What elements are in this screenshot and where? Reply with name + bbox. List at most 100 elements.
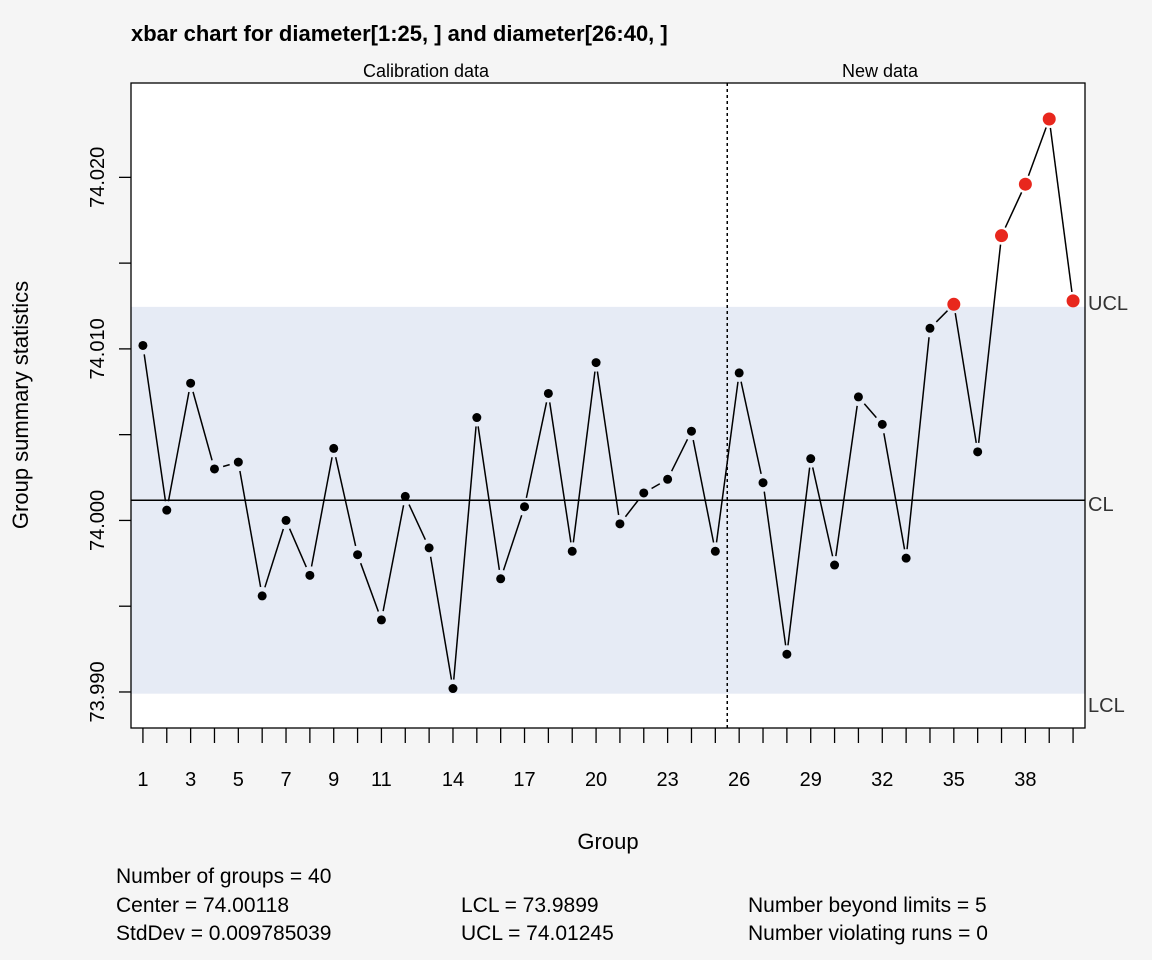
series-segment <box>167 391 190 502</box>
data-point <box>376 615 386 625</box>
x-tick-label: 29 <box>800 769 822 791</box>
series-segment <box>692 439 715 543</box>
series-segment <box>740 381 762 475</box>
data-point <box>901 553 911 563</box>
series-segment <box>1027 127 1047 177</box>
data-point <box>853 392 863 402</box>
x-tick-label: 26 <box>728 769 750 791</box>
data-point <box>520 502 530 512</box>
data-point <box>138 340 148 350</box>
y-axis-label: Group summary statistics <box>8 281 33 529</box>
stats-column-1: Number of groups = 40 Center = 74.00118 … <box>116 863 331 949</box>
series-segment <box>906 337 930 550</box>
series-segment <box>670 438 689 472</box>
series-segment <box>548 402 572 543</box>
series-segment <box>359 562 380 612</box>
data-point <box>543 388 553 398</box>
plot-frame <box>130 82 1086 729</box>
data-point <box>329 443 339 453</box>
stat-number-of-groups: Number of groups = 40 <box>116 865 332 888</box>
series-segment <box>835 405 858 557</box>
stat-lcl: LCL = 73.9899 <box>461 893 599 917</box>
x-tick-label: 5 <box>233 769 244 791</box>
violation-point <box>1066 294 1080 308</box>
data-point <box>353 550 363 560</box>
series-segment <box>143 354 167 502</box>
data-point <box>257 591 267 601</box>
series-segment <box>935 310 949 323</box>
data-point <box>424 543 434 553</box>
series-segment <box>288 528 307 568</box>
stat-ucl: UCL = 74.01245 <box>461 922 614 945</box>
series-segment <box>264 528 285 588</box>
data-point <box>734 368 744 378</box>
series-segment <box>239 470 262 588</box>
series-segment <box>525 402 548 499</box>
series-segment <box>334 457 357 547</box>
data-point <box>806 454 816 464</box>
data-point <box>663 474 673 484</box>
x-tick-label: 20 <box>585 769 607 791</box>
stats-column-2: LCL = 73.9899 UCL = 74.01245 <box>461 892 614 949</box>
series-segment <box>382 505 405 612</box>
violation-point <box>947 297 961 311</box>
series-segment <box>883 433 906 550</box>
series-segment <box>192 391 213 461</box>
ucl-line-label: UCL <box>1088 293 1128 315</box>
x-tick-label: 35 <box>943 769 965 791</box>
data-point <box>162 505 172 515</box>
series-segment <box>863 403 877 419</box>
series-segment <box>624 499 639 518</box>
stat-number-violating-runs: Number violating runs = 0 <box>748 922 988 945</box>
series-segment <box>572 371 596 543</box>
data-point <box>400 491 410 501</box>
y-tick-label: 74.010 <box>87 318 109 379</box>
y-tick-label: 74.020 <box>87 147 109 208</box>
series-segment <box>954 313 977 444</box>
series-segment <box>811 467 834 557</box>
x-tick-label: 11 <box>371 769 392 791</box>
x-tick-label: 23 <box>657 769 679 791</box>
stats-column-3: Number beyond limits = 5 Number violatin… <box>748 892 988 949</box>
data-point <box>686 426 696 436</box>
series-segment <box>429 556 453 680</box>
data-point <box>496 574 506 584</box>
data-point <box>305 570 315 580</box>
x-tick-label: 38 <box>1014 769 1036 791</box>
series-segment <box>715 381 739 543</box>
lcl-line-label: LCL <box>1088 695 1125 717</box>
y-tick-label: 74.000 <box>87 490 109 551</box>
series-segment <box>1004 192 1023 228</box>
violation-point <box>1042 112 1056 126</box>
series-segment <box>787 467 811 646</box>
data-point <box>233 457 243 467</box>
series-segment <box>477 426 501 570</box>
chart-title: xbar chart for diameter[1:25, ] and diam… <box>131 21 668 46</box>
series-segment <box>408 504 427 541</box>
series-segment <box>310 457 333 567</box>
series-segment <box>977 244 1002 443</box>
x-tick-label: 7 <box>280 769 291 791</box>
violation-point <box>1018 177 1032 191</box>
stat-center: Center = 74.00118 <box>116 893 289 917</box>
x-tick-label: 32 <box>871 769 893 791</box>
x-tick-label: 14 <box>442 769 464 791</box>
x-tick-label: 9 <box>328 769 339 791</box>
data-point <box>186 378 196 388</box>
data-point <box>710 546 720 556</box>
data-point <box>925 323 935 333</box>
series-segment <box>763 491 787 646</box>
section-label-calibration: Calibration data <box>363 61 490 81</box>
data-point <box>615 519 625 529</box>
x-tick-label: 17 <box>513 769 535 791</box>
data-point <box>281 515 291 525</box>
data-point <box>591 358 601 368</box>
data-point <box>877 419 887 429</box>
data-point <box>567 546 577 556</box>
x-tick-label: 3 <box>185 769 196 791</box>
x-axis-label: Group <box>577 829 638 854</box>
section-label-new: New data <box>842 61 919 81</box>
violation-point <box>995 229 1009 243</box>
series-segment <box>596 371 620 516</box>
x-tick-label: 1 <box>137 769 148 791</box>
